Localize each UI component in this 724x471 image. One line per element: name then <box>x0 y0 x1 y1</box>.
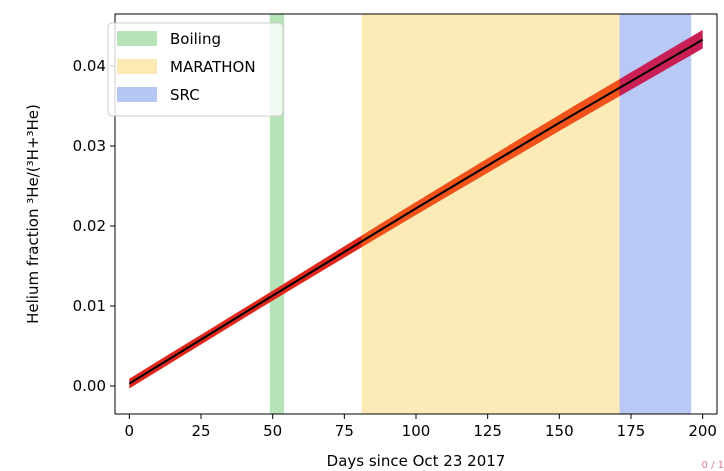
x-axis-ticks: 0 25 50 75 100 125 150 175 200 <box>125 414 717 440</box>
period-spans <box>269 14 692 414</box>
legend-swatch-marathon <box>117 59 157 74</box>
x-tick-label: 100 <box>402 422 431 440</box>
y-tick-label: 0.01 <box>73 297 106 315</box>
central-line <box>128 38 704 385</box>
legend-label-marathon: MARATHON <box>170 58 256 76</box>
y-tick-label: 0.03 <box>73 137 106 155</box>
x-tick-label: 200 <box>688 422 717 440</box>
x-tick-label: 150 <box>545 422 574 440</box>
x-tick-label: 175 <box>617 422 646 440</box>
y-axis-ticks: 0.00 0.01 0.02 0.03 0.04 <box>73 57 115 395</box>
x-tick-label: 125 <box>473 422 502 440</box>
x-tick-label: 0 <box>125 422 135 440</box>
legend-label-src: SRC <box>170 86 200 104</box>
legend-swatch-src <box>117 87 157 102</box>
y-tick-label: 0.00 <box>73 377 106 395</box>
x-tick-label: 25 <box>191 422 210 440</box>
x-tick-label: 50 <box>263 422 282 440</box>
y-tick-label: 0.02 <box>73 217 106 235</box>
legend-swatch-boiling <box>117 31 157 46</box>
legend-label-boiling: Boiling <box>170 30 221 48</box>
x-tick-label: 75 <box>335 422 354 440</box>
y-tick-label: 0.04 <box>73 57 106 75</box>
central-lines <box>128 38 704 385</box>
legend: Boiling MARATHON SRC <box>107 22 284 117</box>
y-axis-title: Helium fraction ³He/(³H+³He) <box>24 104 42 324</box>
corner-mark: 0 / 1 <box>701 460 724 471</box>
x-axis-title: Days since Oct 23 2017 <box>327 452 506 470</box>
